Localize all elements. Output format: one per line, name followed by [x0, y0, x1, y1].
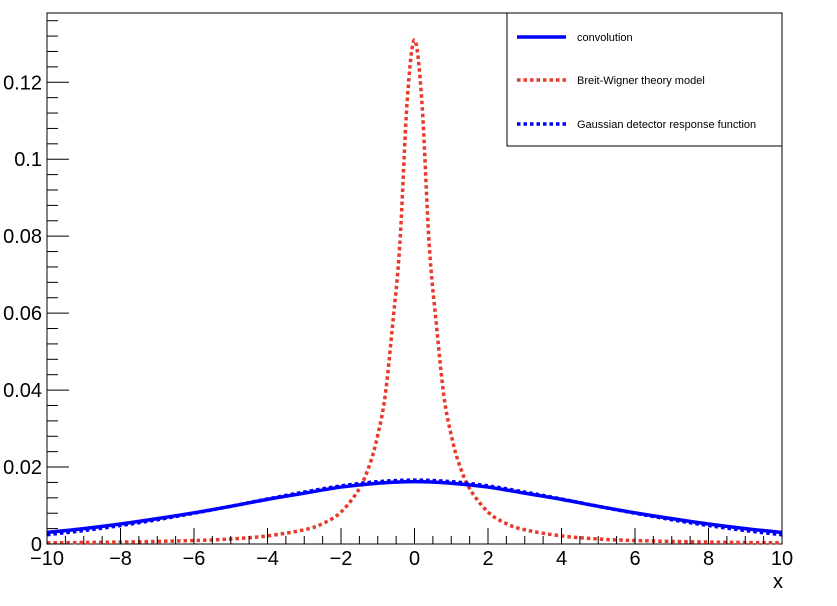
x-tick-label: −10 — [30, 548, 64, 570]
y-tick-label: 0 — [31, 534, 42, 556]
series-line-breit-wigner-theory-model — [46, 38, 783, 545]
x-tick-label: 4 — [556, 548, 567, 570]
y-tick-label: 0.02 — [3, 457, 42, 479]
x-tick-label: 6 — [629, 548, 640, 570]
series-line-gaussian-detector-response-function — [46, 478, 783, 537]
series-line-convolution — [46, 479, 783, 535]
x-axis-title: x — [773, 571, 783, 593]
y-tick-label: 0.1 — [14, 149, 42, 171]
x-tick-label: 0 — [409, 548, 420, 570]
legend-label-breit-wigner: Breit-Wigner theory model — [577, 75, 705, 87]
x-tick-label: 10 — [771, 548, 793, 570]
legend-label-gaussian: Gaussian detector response function — [577, 119, 756, 131]
y-axis: 0 0.02 0.04 0.06 0.08 0.1 0.12 — [3, 20, 69, 556]
x-tick-label: −6 — [183, 548, 206, 570]
x-tick-label: −8 — [109, 548, 132, 570]
legend: convolution Breit-Wigner theory model Ga… — [506, 12, 783, 147]
x-axis: −10 −8 −6 −4 −2 0 2 4 6 8 10 — [30, 528, 793, 570]
x-tick-label: 2 — [482, 548, 493, 570]
x-tick-label: −2 — [330, 548, 353, 570]
y-tick-label: 0.06 — [3, 303, 42, 325]
y-tick-label: 0.12 — [3, 72, 42, 94]
series-layer — [46, 38, 783, 545]
x-tick-label: 8 — [703, 548, 714, 570]
legend-label-convolution: convolution — [577, 32, 633, 44]
y-tick-label: 0.04 — [3, 380, 42, 402]
y-tick-label: 0.08 — [3, 226, 42, 248]
x-tick-label: −4 — [256, 548, 279, 570]
